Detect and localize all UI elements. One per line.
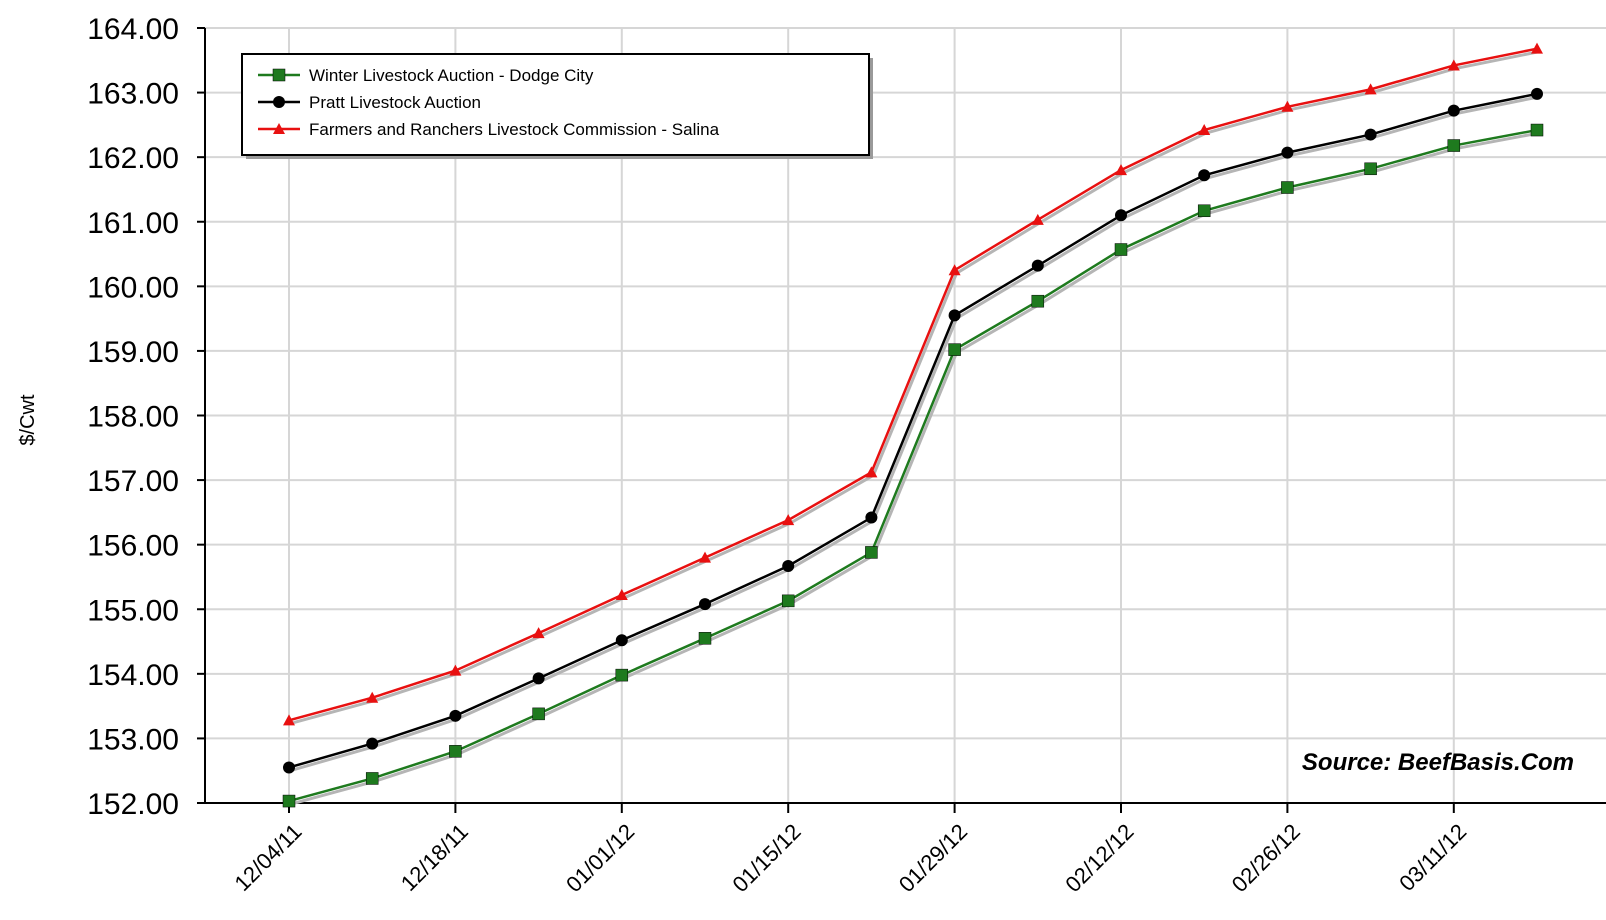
axes [204, 28, 1606, 804]
data-point [615, 668, 629, 682]
series-line [288, 47, 1538, 722]
data-point [615, 634, 628, 647]
y-tick-label: 159.00 [87, 336, 179, 369]
data-point [865, 546, 878, 559]
y-tick-label: 157.00 [87, 465, 179, 498]
data-point [1198, 169, 1211, 182]
series-line-shadow [290, 95, 1540, 772]
series-line-shadow [290, 50, 1540, 725]
data-point [1281, 146, 1294, 159]
data-point [1115, 164, 1127, 176]
series-group [283, 87, 1543, 774]
y-tick-label: 161.00 [87, 207, 179, 240]
data-point [1364, 128, 1377, 141]
data-point [781, 594, 795, 608]
data-point [1281, 181, 1294, 194]
x-tick-label: 01/01/12 [561, 819, 639, 897]
data-point [782, 559, 795, 572]
y-tick-label: 163.00 [87, 78, 179, 111]
y-axis-label: $/Cwt [17, 394, 39, 446]
y-tick-label: 160.00 [87, 271, 179, 304]
data-point [1281, 100, 1294, 112]
legend-label: Pratt Livestock Auction [309, 93, 481, 112]
legend-swatch-marker [272, 68, 286, 82]
data-point [865, 466, 878, 478]
data-point [1364, 162, 1377, 176]
legend: Winter Livestock Auction - Dodge City Pra… [241, 53, 873, 159]
data-point [1530, 123, 1544, 137]
data-point [365, 772, 379, 785]
data-point [1447, 139, 1461, 152]
data-point [1364, 83, 1377, 95]
legend-swatch-marker [273, 123, 285, 134]
data-point [1114, 243, 1128, 256]
data-point [865, 511, 878, 524]
series-line [288, 128, 1538, 803]
data-point [449, 745, 462, 758]
data-point [1447, 59, 1460, 71]
data-point [948, 343, 961, 356]
data-point [698, 632, 712, 645]
data-point [699, 598, 711, 611]
source-note: Source: BeefBasis.Com [1302, 749, 1574, 776]
data-point [532, 707, 545, 721]
data-point [282, 794, 296, 808]
data-point [1531, 42, 1543, 54]
series-line-shadow [290, 131, 1540, 806]
data-point [1031, 259, 1044, 272]
data-point [699, 551, 711, 563]
data-point [948, 309, 961, 322]
data-point [1031, 294, 1045, 308]
data-point [1447, 104, 1460, 117]
y-tick-label: 158.00 [87, 401, 179, 434]
legend-box [241, 53, 870, 156]
series [282, 42, 1544, 808]
legend-entry: Farmers and Ranchers Livestock Commissio… [258, 120, 720, 139]
y-tick-labels: 152.00 153.00 154.00 155.00 156.00 157.00 158.… [87, 13, 179, 821]
x-tick-label: 01/15/12 [728, 819, 806, 897]
x-tick-label: 02/12/12 [1060, 819, 1138, 897]
data-point [449, 664, 462, 676]
data-point [1197, 204, 1211, 218]
series-line [288, 92, 1538, 769]
x-tick-label: 01/29/12 [894, 819, 972, 897]
legend-swatch-marker [273, 96, 285, 108]
y-tick-label: 155.00 [87, 594, 179, 627]
x-tick-label: 03/11/12 [1394, 819, 1471, 896]
data-point [948, 264, 961, 276]
data-point [1115, 209, 1127, 222]
y-tick-label: 153.00 [87, 723, 179, 756]
x-tick-labels: 12/04/11 12/18/11 01/01/12 01/15/12 01/29/12… [229, 819, 1471, 897]
data-point [532, 672, 545, 685]
legend-label: Winter Livestock Auction - Dodge City [309, 66, 594, 85]
data-point [283, 761, 295, 774]
data-point [1031, 213, 1044, 225]
data-point [1531, 87, 1543, 100]
data-point [449, 709, 462, 722]
y-tick-label: 154.00 [87, 659, 179, 692]
data-point [283, 714, 295, 726]
data-point [615, 589, 628, 601]
x-tick-label: 12/04/11 [229, 819, 306, 896]
series-group [283, 42, 1543, 726]
y-tick-label: 162.00 [87, 142, 179, 175]
data-point [532, 627, 545, 639]
data-point [366, 691, 379, 703]
data-point [1198, 124, 1211, 136]
data-point [782, 514, 795, 526]
x-tick-label: 02/26/12 [1227, 819, 1305, 897]
y-tick-label: 164.00 [87, 13, 179, 46]
y-tick-label: 152.00 [87, 788, 179, 821]
x-tick-label: 12/18/11 [396, 819, 473, 896]
legend-entry: Winter Livestock Auction - Dodge City [258, 66, 594, 85]
legend-entry: Pratt Livestock Auction [258, 93, 481, 112]
data-point [366, 737, 379, 750]
legend-label: Farmers and Ranchers Livestock Commissio… [309, 120, 720, 139]
series-group [282, 123, 1544, 808]
y-tick-label: 156.00 [87, 530, 179, 563]
